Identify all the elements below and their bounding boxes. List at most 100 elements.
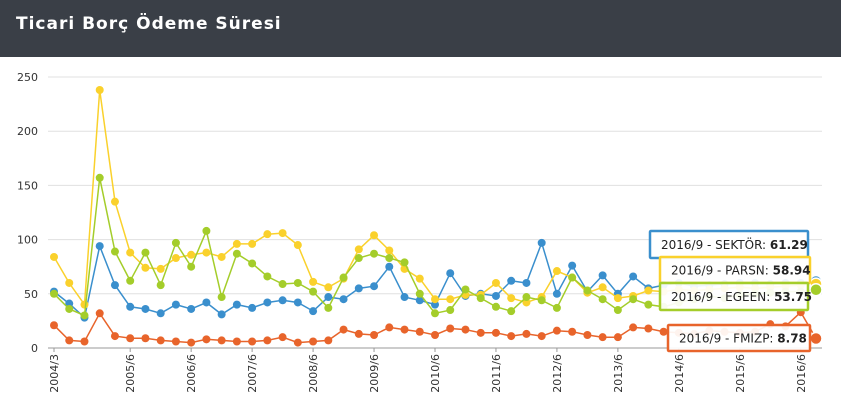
data-point xyxy=(385,262,394,271)
data-point xyxy=(583,330,592,339)
data-point xyxy=(171,238,180,247)
data-point xyxy=(293,298,302,307)
data-point xyxy=(263,298,272,307)
data-point xyxy=(446,295,455,304)
data-point xyxy=(156,336,165,345)
data-point xyxy=(507,307,516,316)
data-point xyxy=(568,261,577,270)
data-point xyxy=(248,259,257,268)
data-point xyxy=(809,282,823,297)
data-point xyxy=(248,337,257,346)
data-point xyxy=(293,241,302,250)
data-point xyxy=(629,323,638,332)
y-tick-label: 150 xyxy=(17,179,38,192)
data-point xyxy=(431,330,439,339)
data-point xyxy=(202,298,211,307)
data-point xyxy=(476,294,485,303)
data-point xyxy=(263,230,272,239)
data-point xyxy=(309,307,318,316)
data-point xyxy=(171,254,180,263)
data-point xyxy=(95,86,104,95)
data-point xyxy=(126,302,135,311)
x-tick-label: 2006/6 xyxy=(185,354,198,393)
data-point xyxy=(415,327,424,336)
data-point xyxy=(461,285,470,294)
data-point xyxy=(400,258,409,267)
data-point xyxy=(50,321,58,330)
x-tick-label: 2004/3 xyxy=(48,354,61,393)
data-point xyxy=(598,283,607,292)
data-point xyxy=(324,336,333,345)
data-point xyxy=(202,248,211,257)
x-tick-label: 2008/6 xyxy=(307,354,320,393)
data-point xyxy=(65,336,74,345)
data-point xyxy=(141,334,150,343)
x-tick-label: 2014/6 xyxy=(673,354,686,393)
data-point xyxy=(232,239,241,248)
data-point xyxy=(629,272,638,281)
tooltip-box xyxy=(666,323,812,353)
data-point xyxy=(644,324,653,333)
data-point xyxy=(141,248,150,257)
page-title: Ticari Borç Ödeme Süresi xyxy=(16,14,282,34)
data-point xyxy=(446,306,455,315)
x-tick-label: 2007/6 xyxy=(246,354,259,393)
data-point xyxy=(95,173,104,182)
data-point xyxy=(339,295,348,304)
data-point xyxy=(491,278,500,287)
data-point xyxy=(110,197,119,206)
data-point xyxy=(278,229,287,238)
data-point xyxy=(263,272,272,281)
x-tick-label: 2010/6 xyxy=(429,354,442,393)
data-point xyxy=(187,338,196,347)
data-point xyxy=(202,226,211,235)
data-point xyxy=(232,337,241,346)
data-point xyxy=(278,333,287,342)
data-point xyxy=(217,336,226,345)
data-point xyxy=(446,324,455,333)
data-point xyxy=(613,306,622,315)
data-point xyxy=(507,294,516,303)
data-point xyxy=(80,337,89,346)
data-point xyxy=(80,300,89,309)
data-point xyxy=(95,242,104,251)
data-point xyxy=(583,286,592,295)
data-point xyxy=(537,296,546,305)
data-point xyxy=(400,293,409,302)
data-point xyxy=(171,300,180,309)
data-point xyxy=(552,303,561,312)
data-point xyxy=(156,309,165,318)
data-point xyxy=(491,328,500,337)
page-header: Ticari Borç Ödeme Süresi xyxy=(0,0,841,57)
x-tick-label: 2005/6 xyxy=(124,354,137,393)
data-point xyxy=(354,284,363,293)
tooltip-text: 2016/9 - PARSN: 58.94 xyxy=(671,264,811,278)
data-point xyxy=(552,289,561,298)
data-point xyxy=(126,248,135,257)
data-point xyxy=(522,329,531,338)
data-point xyxy=(415,296,424,305)
data-point xyxy=(324,293,333,302)
data-point xyxy=(339,273,348,282)
data-point xyxy=(659,327,668,336)
data-point xyxy=(141,304,150,313)
data-point xyxy=(613,333,622,342)
data-point xyxy=(385,246,394,255)
data-point xyxy=(95,309,104,318)
data-point xyxy=(385,323,394,332)
data-point xyxy=(126,276,135,285)
y-tick-label: 100 xyxy=(17,234,38,247)
data-point xyxy=(171,337,180,346)
tooltip-text: 2016/9 - FMIZP: 8.78 xyxy=(679,332,807,346)
data-point xyxy=(598,271,607,280)
data-point xyxy=(232,300,241,309)
line-chart: 0 50 100 150 200 250 2004/3 2005/6 2006/6 2007/6 2… xyxy=(17,71,823,393)
data-point xyxy=(431,295,439,304)
data-point xyxy=(110,247,119,256)
data-point xyxy=(232,249,241,258)
data-point xyxy=(278,280,287,289)
data-point xyxy=(491,291,500,300)
data-point xyxy=(126,334,135,343)
data-point xyxy=(324,303,333,312)
data-point xyxy=(339,325,348,334)
